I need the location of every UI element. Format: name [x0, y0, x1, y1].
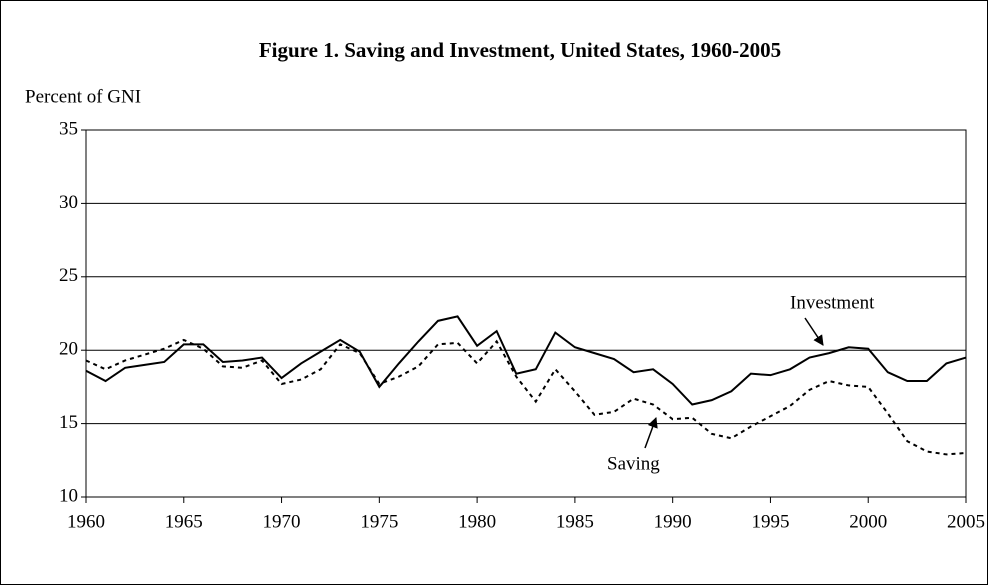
- annotation-arrow: [644, 417, 658, 449]
- y-tick-label: 30: [59, 192, 78, 213]
- x-tick-label: 2000: [849, 511, 887, 532]
- x-tick-label: 1970: [263, 511, 301, 532]
- chart-title: Figure 1. Saving and Investment, United …: [259, 38, 781, 62]
- x-tick-label: 1995: [751, 511, 789, 532]
- y-tick-label: 20: [59, 339, 78, 360]
- series-line: [85, 315, 967, 406]
- y-tick-label: 15: [59, 412, 78, 433]
- x-tick-label: 1960: [67, 511, 105, 532]
- y-tick-label: 25: [59, 265, 78, 286]
- x-tick-label: 1975: [360, 511, 398, 532]
- x-tick-label: 1990: [654, 511, 692, 532]
- y-axis-label: Percent of GNI: [25, 86, 141, 107]
- x-tick-label: 1980: [458, 511, 496, 532]
- x-tick-label: 1985: [556, 511, 594, 532]
- y-tick-label: 10: [59, 485, 78, 506]
- series-line: [85, 338, 967, 456]
- annotation: Investment: [790, 292, 875, 313]
- annotation-arrow: [804, 317, 824, 346]
- annotation: Saving: [607, 453, 660, 474]
- y-tick-label: 35: [59, 118, 78, 139]
- x-tick-label: 2005: [947, 511, 985, 532]
- x-tick-label: 1965: [165, 511, 203, 532]
